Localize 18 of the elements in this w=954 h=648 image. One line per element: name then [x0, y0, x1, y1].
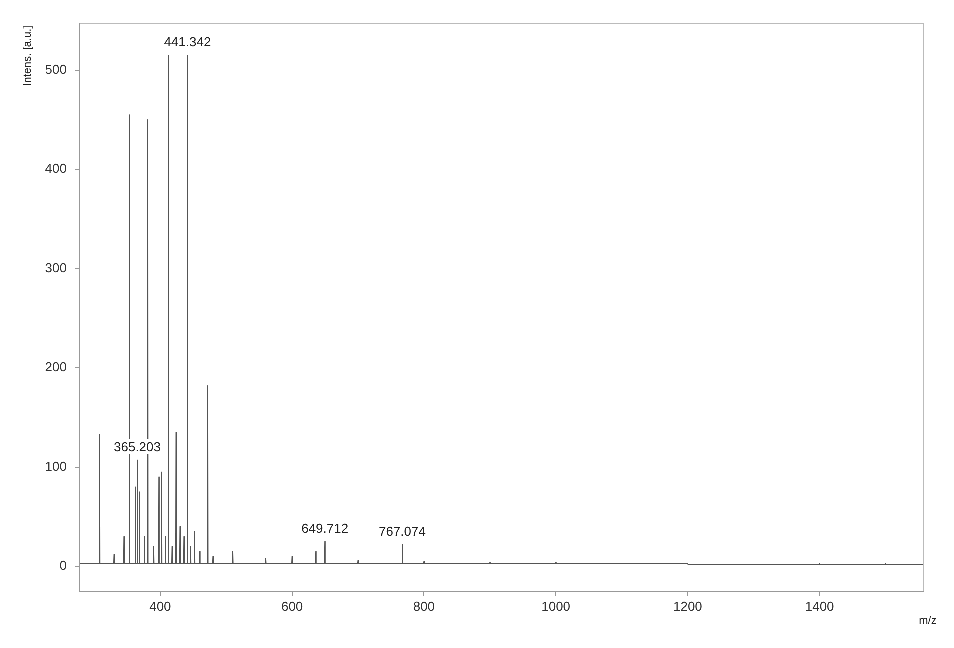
y-tick-label: 100	[45, 458, 67, 474]
x-tick-label: 600	[281, 598, 304, 614]
x-tick-label: 1200	[673, 598, 702, 614]
y-tick-label: 200	[45, 360, 67, 375]
x-tick-label: 1000	[542, 598, 571, 614]
x-tick-label: 400	[150, 598, 172, 614]
annotation: 767.074	[378, 524, 426, 539]
x-axis-title: m/z	[919, 614, 937, 627]
y-tick-label: 400	[45, 161, 67, 176]
x-tick-label: 1400	[805, 598, 834, 614]
annotation: 649.712	[302, 520, 349, 536]
annotation: 365.203	[114, 439, 161, 454]
y-tick-label: 300	[45, 260, 67, 276]
y-tick-label: 0	[60, 558, 67, 574]
y-tick-label: 500	[45, 62, 67, 78]
x-tick-label: 800	[413, 598, 436, 614]
annotation: 441.342	[164, 34, 212, 50]
y-axis-title: Intens. [a.u.]	[22, 26, 34, 86]
